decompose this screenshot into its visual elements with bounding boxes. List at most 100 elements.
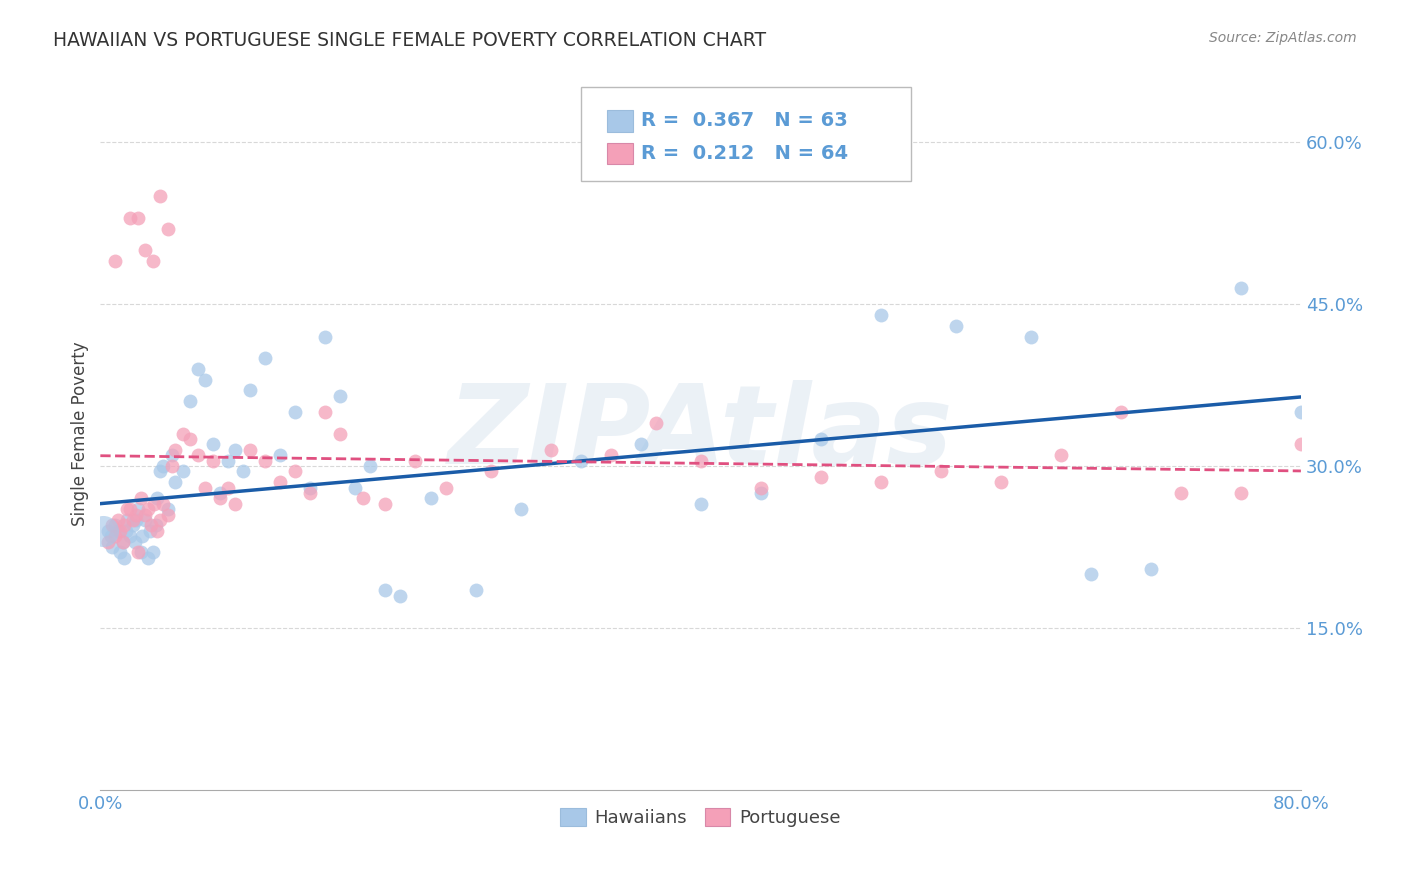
Point (97, 534, 120, 549)
Point (209, 486, 232, 500)
Point (112, 518, 135, 533)
Text: HAWAIIAN VS PORTUGUESE SINGLE FEMALE POVERTY CORRELATION CHART: HAWAIIAN VS PORTUGUESE SINGLE FEMALE POV… (53, 31, 766, 50)
Point (117, 502, 139, 516)
Point (156, 221, 179, 235)
Point (509, 502, 531, 516)
Point (104, 254, 127, 268)
Point (434, 481, 457, 495)
Point (107, 513, 129, 527)
Point (129, 491, 152, 506)
Point (120, 529, 142, 543)
Point (1109, 405, 1132, 419)
Point (112, 550, 135, 565)
FancyBboxPatch shape (607, 143, 633, 164)
Point (1230, 486, 1253, 500)
Point (165, 475, 187, 490)
Point (201, 437, 224, 451)
Point (389, 589, 412, 603)
Text: R =  0.212   N = 64: R = 0.212 N = 64 (641, 145, 848, 163)
Point (97, 524, 120, 538)
Point (138, 550, 160, 565)
Point (1049, 448, 1071, 462)
Point (120, 502, 142, 516)
Point (108, 545, 131, 559)
Point (1140, 561, 1163, 575)
Point (117, 513, 139, 527)
Point (464, 583, 486, 598)
Point (194, 373, 217, 387)
Point (299, 486, 322, 500)
Point (124, 534, 146, 549)
Point (945, 318, 967, 333)
Point (232, 465, 254, 479)
Point (142, 545, 165, 559)
Point (93, 524, 115, 538)
Point (419, 491, 441, 506)
Point (1019, 329, 1042, 343)
Point (115, 524, 138, 538)
Point (599, 448, 621, 462)
Point (138, 502, 160, 516)
Point (479, 465, 502, 479)
Point (344, 481, 367, 495)
Point (540, 442, 562, 457)
Point (644, 416, 666, 430)
Point (630, 437, 652, 451)
Y-axis label: Single Female Poverty: Single Female Poverty (72, 342, 89, 526)
Point (152, 458, 174, 473)
Point (187, 448, 209, 462)
Point (127, 211, 149, 225)
Point (869, 475, 891, 490)
Point (1289, 437, 1312, 451)
FancyBboxPatch shape (581, 87, 911, 181)
Point (405, 453, 427, 467)
Point (139, 524, 162, 538)
Point (201, 453, 224, 467)
Point (239, 384, 262, 398)
Point (329, 426, 352, 441)
Point (146, 524, 169, 538)
Point (129, 545, 152, 559)
Point (1289, 405, 1312, 419)
FancyBboxPatch shape (607, 111, 633, 132)
Point (1080, 567, 1102, 582)
Point (146, 491, 169, 506)
Text: R =  0.367   N = 63: R = 0.367 N = 63 (641, 112, 848, 130)
Point (569, 453, 592, 467)
Point (104, 518, 127, 533)
Point (101, 540, 124, 554)
Point (352, 491, 374, 506)
Point (149, 189, 172, 203)
Point (299, 481, 322, 495)
Point (224, 442, 246, 457)
Text: ZIPAtlas: ZIPAtlas (449, 380, 953, 487)
Point (239, 442, 262, 457)
Point (284, 405, 307, 419)
Point (254, 453, 277, 467)
Point (329, 389, 352, 403)
Point (127, 502, 149, 516)
Point (374, 583, 396, 598)
Point (125, 513, 148, 527)
Point (689, 497, 711, 511)
Point (224, 497, 246, 511)
Point (217, 453, 239, 467)
Point (122, 518, 145, 533)
Point (122, 513, 145, 527)
Point (187, 362, 209, 376)
Point (284, 465, 307, 479)
Point (107, 524, 129, 538)
Point (374, 497, 396, 511)
Point (269, 475, 291, 490)
Point (100, 529, 122, 543)
Point (134, 513, 156, 527)
Point (149, 513, 172, 527)
Point (749, 486, 772, 500)
Point (127, 545, 149, 559)
Point (314, 405, 336, 419)
Point (269, 448, 291, 462)
Point (125, 508, 148, 522)
Point (152, 497, 174, 511)
Point (162, 448, 184, 462)
Point (145, 518, 167, 533)
